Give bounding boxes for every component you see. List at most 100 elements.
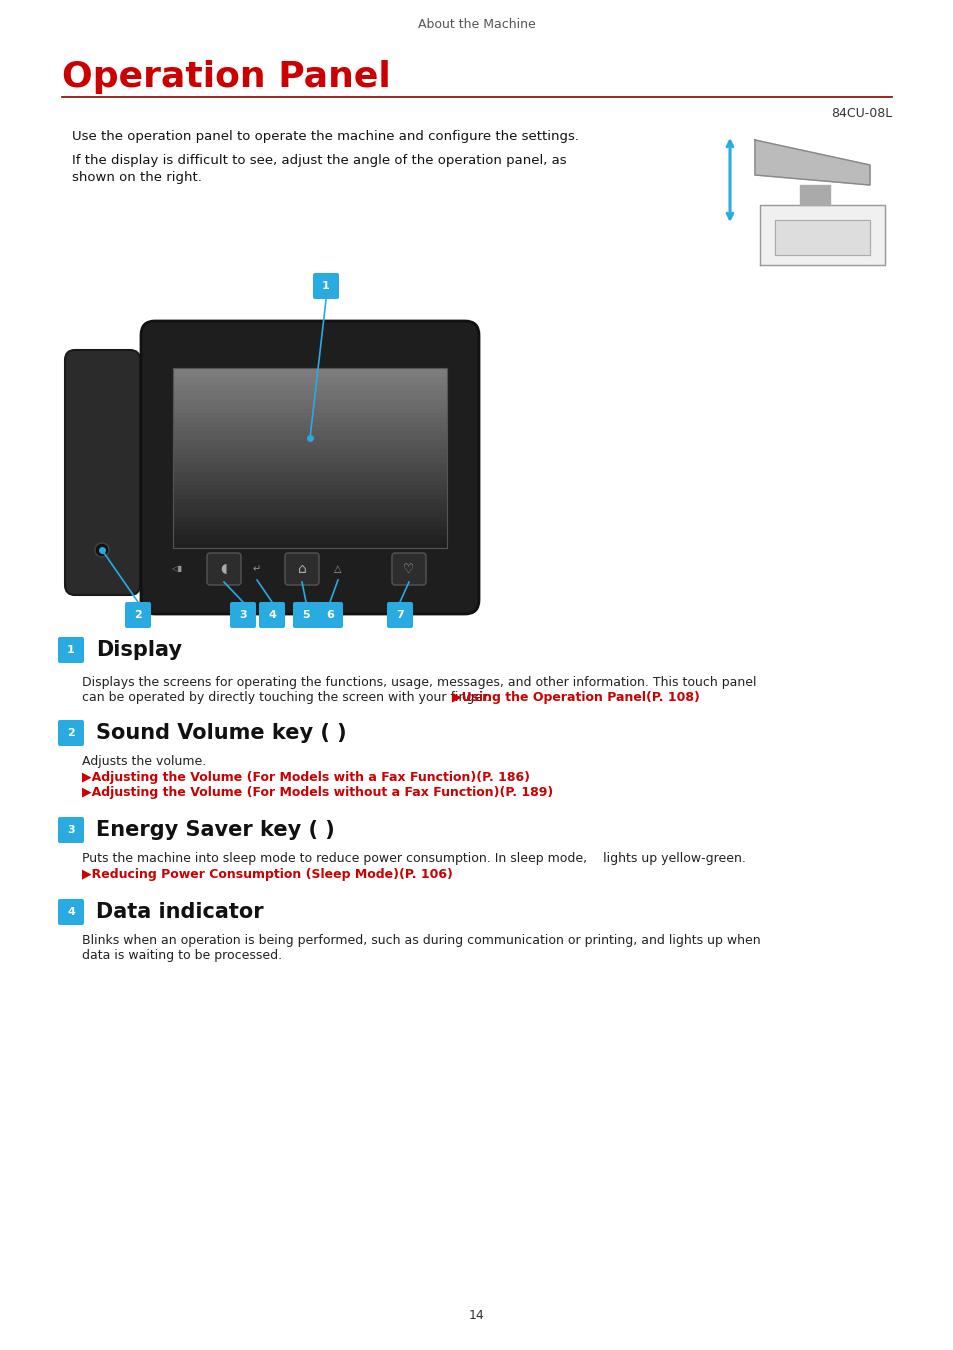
Bar xyxy=(172,535,447,539)
Text: Displays the screens for operating the functions, usage, messages, and other inf: Displays the screens for operating the f… xyxy=(82,676,756,688)
FancyBboxPatch shape xyxy=(58,899,84,925)
Bar xyxy=(172,427,447,431)
Text: 5: 5 xyxy=(302,610,310,620)
Text: Data indicator: Data indicator xyxy=(96,902,263,922)
Text: 1: 1 xyxy=(67,645,74,655)
Text: ◖: ◖ xyxy=(220,563,227,575)
Bar xyxy=(172,448,447,454)
Text: Display: Display xyxy=(96,640,182,660)
Bar xyxy=(172,471,447,477)
Bar xyxy=(172,367,447,373)
FancyBboxPatch shape xyxy=(58,817,84,842)
FancyBboxPatch shape xyxy=(58,637,84,663)
Text: 1: 1 xyxy=(322,281,330,292)
FancyBboxPatch shape xyxy=(316,602,343,628)
Text: Energy Saver key ( ): Energy Saver key ( ) xyxy=(96,819,335,840)
Text: If the display is difficult to see, adjust the angle of the operation panel, as: If the display is difficult to see, adju… xyxy=(71,154,566,167)
FancyBboxPatch shape xyxy=(293,602,318,628)
Text: ♡: ♡ xyxy=(403,563,415,575)
Bar xyxy=(172,525,447,531)
Text: 4: 4 xyxy=(268,610,275,620)
Text: About the Machine: About the Machine xyxy=(417,18,536,31)
Bar xyxy=(172,539,447,544)
Text: shown on the right.: shown on the right. xyxy=(71,171,202,184)
Bar xyxy=(172,489,447,494)
Bar xyxy=(172,440,447,444)
Bar xyxy=(172,512,447,517)
Text: 7: 7 xyxy=(395,610,403,620)
Text: 4: 4 xyxy=(67,907,75,917)
Text: ↵: ↵ xyxy=(253,564,261,574)
Polygon shape xyxy=(774,220,869,255)
FancyBboxPatch shape xyxy=(387,602,413,628)
Bar xyxy=(172,369,447,548)
Bar xyxy=(172,444,447,450)
Bar xyxy=(172,508,447,512)
FancyBboxPatch shape xyxy=(258,602,285,628)
Bar xyxy=(172,421,447,427)
Text: ▶Adjusting the Volume (For Models without a Fax Function)(P. 189): ▶Adjusting the Volume (For Models withou… xyxy=(82,786,553,799)
Text: △: △ xyxy=(334,564,341,574)
Bar xyxy=(172,435,447,440)
FancyBboxPatch shape xyxy=(65,350,140,595)
FancyBboxPatch shape xyxy=(285,554,318,585)
Bar xyxy=(172,454,447,458)
FancyBboxPatch shape xyxy=(58,720,84,747)
Text: ▶Reducing Power Consumption (Sleep Mode)(P. 106): ▶Reducing Power Consumption (Sleep Mode)… xyxy=(82,868,453,882)
Bar xyxy=(172,485,447,490)
Bar xyxy=(172,458,447,463)
Bar xyxy=(172,543,447,548)
Bar xyxy=(172,413,447,417)
Bar xyxy=(172,498,447,504)
Text: ▶Using the Operation Panel(P. 108): ▶Using the Operation Panel(P. 108) xyxy=(452,691,700,703)
Bar xyxy=(172,502,447,508)
Circle shape xyxy=(95,543,109,558)
Text: ⌂: ⌂ xyxy=(297,562,306,576)
Text: 2: 2 xyxy=(134,610,142,620)
Polygon shape xyxy=(760,205,884,265)
Bar xyxy=(172,467,447,471)
Text: 6: 6 xyxy=(326,610,334,620)
Bar xyxy=(172,431,447,436)
Text: 3: 3 xyxy=(239,610,247,620)
Bar xyxy=(172,373,447,377)
FancyBboxPatch shape xyxy=(392,554,426,585)
Bar xyxy=(172,386,447,390)
Bar xyxy=(172,404,447,409)
Text: Sound Volume key ( ): Sound Volume key ( ) xyxy=(96,724,346,742)
Text: Puts the machine into sleep mode to reduce power consumption. In sleep mode,    : Puts the machine into sleep mode to redu… xyxy=(82,852,745,865)
Bar xyxy=(172,394,447,400)
Bar xyxy=(172,475,447,481)
FancyBboxPatch shape xyxy=(125,602,151,628)
FancyBboxPatch shape xyxy=(313,273,338,298)
Text: Blinks when an operation is being performed, such as during communication or pri: Blinks when an operation is being perfor… xyxy=(82,934,760,946)
Polygon shape xyxy=(754,140,869,185)
Bar xyxy=(172,494,447,498)
Text: 2: 2 xyxy=(67,728,74,738)
Bar xyxy=(172,390,447,396)
Text: 84CU-08L: 84CU-08L xyxy=(830,107,891,120)
Bar xyxy=(172,408,447,413)
Bar xyxy=(172,481,447,485)
Bar xyxy=(172,417,447,423)
Text: data is waiting to be processed.: data is waiting to be processed. xyxy=(82,949,282,963)
Bar xyxy=(172,377,447,382)
Bar xyxy=(172,529,447,535)
Text: 3: 3 xyxy=(67,825,74,836)
Bar xyxy=(172,516,447,521)
Bar xyxy=(172,381,447,386)
Text: Use the operation panel to operate the machine and configure the settings.: Use the operation panel to operate the m… xyxy=(71,130,578,143)
Text: Operation Panel: Operation Panel xyxy=(62,59,391,95)
Text: ◁▮: ◁▮ xyxy=(171,564,182,574)
Bar xyxy=(172,521,447,525)
Text: ▶Adjusting the Volume (For Models with a Fax Function)(P. 186): ▶Adjusting the Volume (For Models with a… xyxy=(82,771,530,784)
Polygon shape xyxy=(800,185,829,205)
Text: 14: 14 xyxy=(469,1310,484,1322)
FancyBboxPatch shape xyxy=(230,602,255,628)
Bar xyxy=(172,462,447,467)
Text: Adjusts the volume.: Adjusts the volume. xyxy=(82,755,206,768)
FancyBboxPatch shape xyxy=(141,321,478,614)
FancyBboxPatch shape xyxy=(207,554,241,585)
Bar xyxy=(172,400,447,404)
Text: can be operated by directly touching the screen with your finger.: can be operated by directly touching the… xyxy=(82,691,494,703)
